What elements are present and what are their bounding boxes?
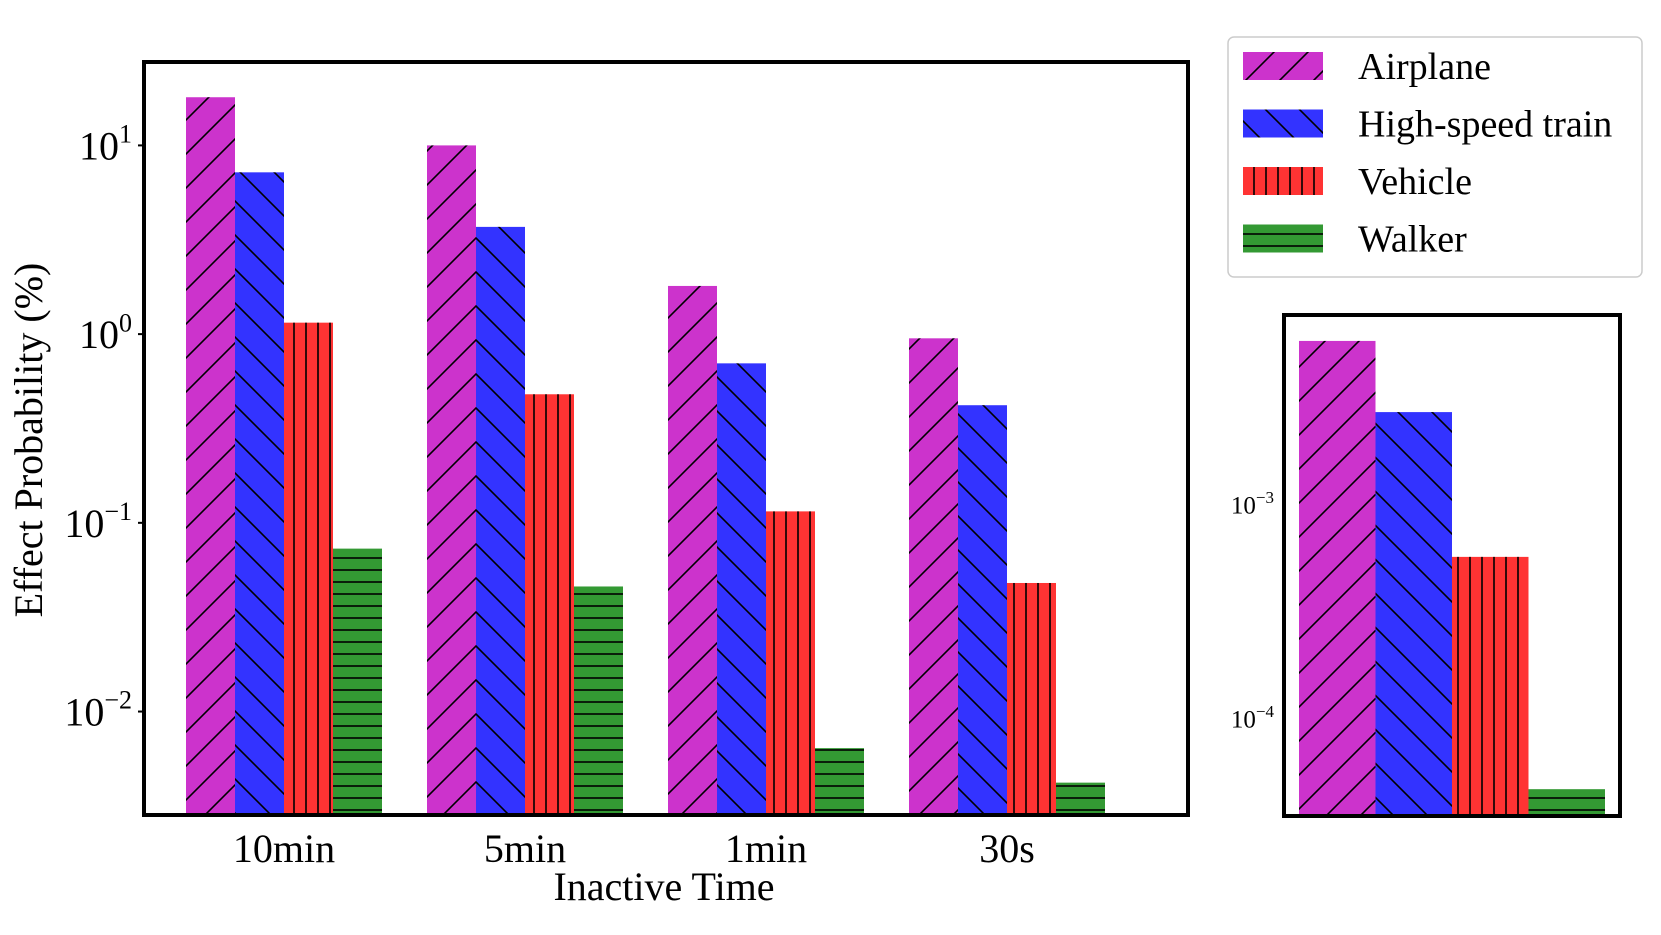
- bar-hatch: [284, 322, 333, 813]
- bar-airplane-5min: [427, 145, 476, 814]
- legend-item-airplane: Airplane: [1243, 46, 1491, 88]
- bar-high-speed-train-10min: [235, 172, 284, 813]
- bar-walker-30s: [1056, 782, 1105, 813]
- main-y-tick-labels: 101 100 10−1 10−2: [64, 120, 144, 735]
- main-y-tick-label-1: 100: [79, 308, 132, 357]
- main-y-tick-label-3: 10−2: [64, 686, 132, 735]
- bar-hatch: [717, 363, 766, 813]
- bar-high-speed-train-1min: [717, 363, 766, 813]
- x-tick-label-30s: 30s: [979, 826, 1035, 871]
- x-axis-title: Inactive Time: [553, 864, 774, 909]
- bar-high-speed-train-5min: [476, 226, 525, 814]
- bar-hatch: [186, 97, 235, 814]
- bar-vehicle-30s: [1007, 582, 1056, 813]
- bar-vehicle-5min: [525, 394, 574, 813]
- y-axis-title: Effect Probability (%): [6, 263, 51, 618]
- legend-item-walker: Walker: [1243, 219, 1467, 261]
- bar-high-speed-train-30s: [958, 405, 1007, 813]
- main-axes-frame: [142, 60, 1190, 817]
- bar-airplane-10min: [186, 97, 235, 814]
- legend-swatch-hatch: [1243, 224, 1323, 253]
- legend-swatch-hatch: [1243, 109, 1323, 138]
- inset-axes-frame: [1282, 313, 1622, 818]
- bar-hatch: [958, 405, 1007, 813]
- inset-bars-group: [1299, 340, 1605, 814]
- x-tick-label-1min: 1min: [725, 826, 807, 871]
- inset-bar-airplane: [1299, 340, 1376, 814]
- bar-hatch: [427, 145, 476, 814]
- main-x-tick-labels: 10min 5min 1min 30s: [233, 826, 1035, 871]
- bar-hatch: [909, 338, 958, 813]
- legend-item-vehicle: Vehicle: [1243, 161, 1472, 203]
- x-tick-label-10min: 10min: [233, 826, 335, 871]
- bar-hatch: [1007, 582, 1056, 813]
- main-y-tick-label-0: 101: [79, 120, 132, 169]
- bar-hatch: [525, 394, 574, 813]
- legend: Airplane High-speed train Vehicle Walker: [1227, 36, 1643, 278]
- bar-hatch: [476, 226, 525, 814]
- legend-frame: [1227, 36, 1643, 278]
- legend-item-high-speed-train: High-speed train: [1243, 104, 1612, 146]
- bar-hatch: [668, 285, 717, 813]
- bar-hatch: [1299, 340, 1376, 814]
- bar-hatch: [574, 586, 623, 813]
- bar-walker-10min: [333, 548, 382, 813]
- bar-walker-5min: [574, 586, 623, 813]
- legend-label: High-speed train: [1358, 104, 1612, 146]
- bar-airplane-1min: [668, 285, 717, 813]
- inset-y-tick-label-0: 10−3: [1231, 488, 1274, 520]
- inset-y-tick-labels: 10−3 10−4: [1231, 488, 1275, 734]
- inset-y-tick-label-1: 10−4: [1231, 702, 1275, 734]
- bar-hatch: [766, 511, 815, 813]
- bar-hatch: [1375, 412, 1452, 814]
- bar-walker-1min: [815, 748, 864, 813]
- x-tick-label-5min: 5min: [484, 826, 566, 871]
- bar-hatch: [1528, 789, 1605, 814]
- inset-bar-walker: [1528, 789, 1605, 814]
- bar-hatch: [235, 172, 284, 813]
- bar-hatch: [815, 748, 864, 813]
- bar-hatch: [1056, 782, 1105, 813]
- main-y-tick-label-2: 10−1: [64, 497, 132, 546]
- bar-vehicle-10min: [284, 322, 333, 813]
- inset-bar-vehicle: [1452, 556, 1529, 814]
- legend-swatch-hatch: [1243, 167, 1323, 195]
- legend-label: Airplane: [1358, 46, 1491, 88]
- bar-hatch: [333, 548, 382, 813]
- legend-label: Vehicle: [1358, 161, 1472, 203]
- inset-bar-high-speed-train: [1375, 412, 1452, 814]
- bar-airplane-30s: [909, 338, 958, 813]
- bar-hatch: [1452, 556, 1529, 814]
- main-bars-group: [186, 97, 1105, 814]
- legend-label: Walker: [1358, 219, 1467, 261]
- legend-swatch-hatch: [1243, 52, 1323, 80]
- bar-vehicle-1min: [766, 511, 815, 813]
